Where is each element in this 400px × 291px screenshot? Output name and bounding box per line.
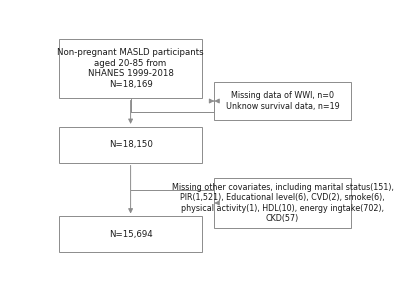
FancyBboxPatch shape xyxy=(59,127,202,163)
Text: N=15,694: N=15,694 xyxy=(109,230,152,239)
FancyBboxPatch shape xyxy=(59,217,202,252)
Text: Missing other covariates, including marital status(151),
PIR(1,521), Educational: Missing other covariates, including mari… xyxy=(172,183,394,223)
FancyBboxPatch shape xyxy=(59,39,202,98)
FancyBboxPatch shape xyxy=(214,82,351,120)
Text: N=18,150: N=18,150 xyxy=(109,140,152,149)
Text: Missing data of WWI, n=0
Unknow survival data, n=19: Missing data of WWI, n=0 Unknow survival… xyxy=(226,91,339,111)
FancyBboxPatch shape xyxy=(214,178,351,228)
Text: Non-pregnant MASLD participants
aged 20-85 from
NHANES 1999-2018
N=18,169: Non-pregnant MASLD participants aged 20-… xyxy=(57,48,204,89)
